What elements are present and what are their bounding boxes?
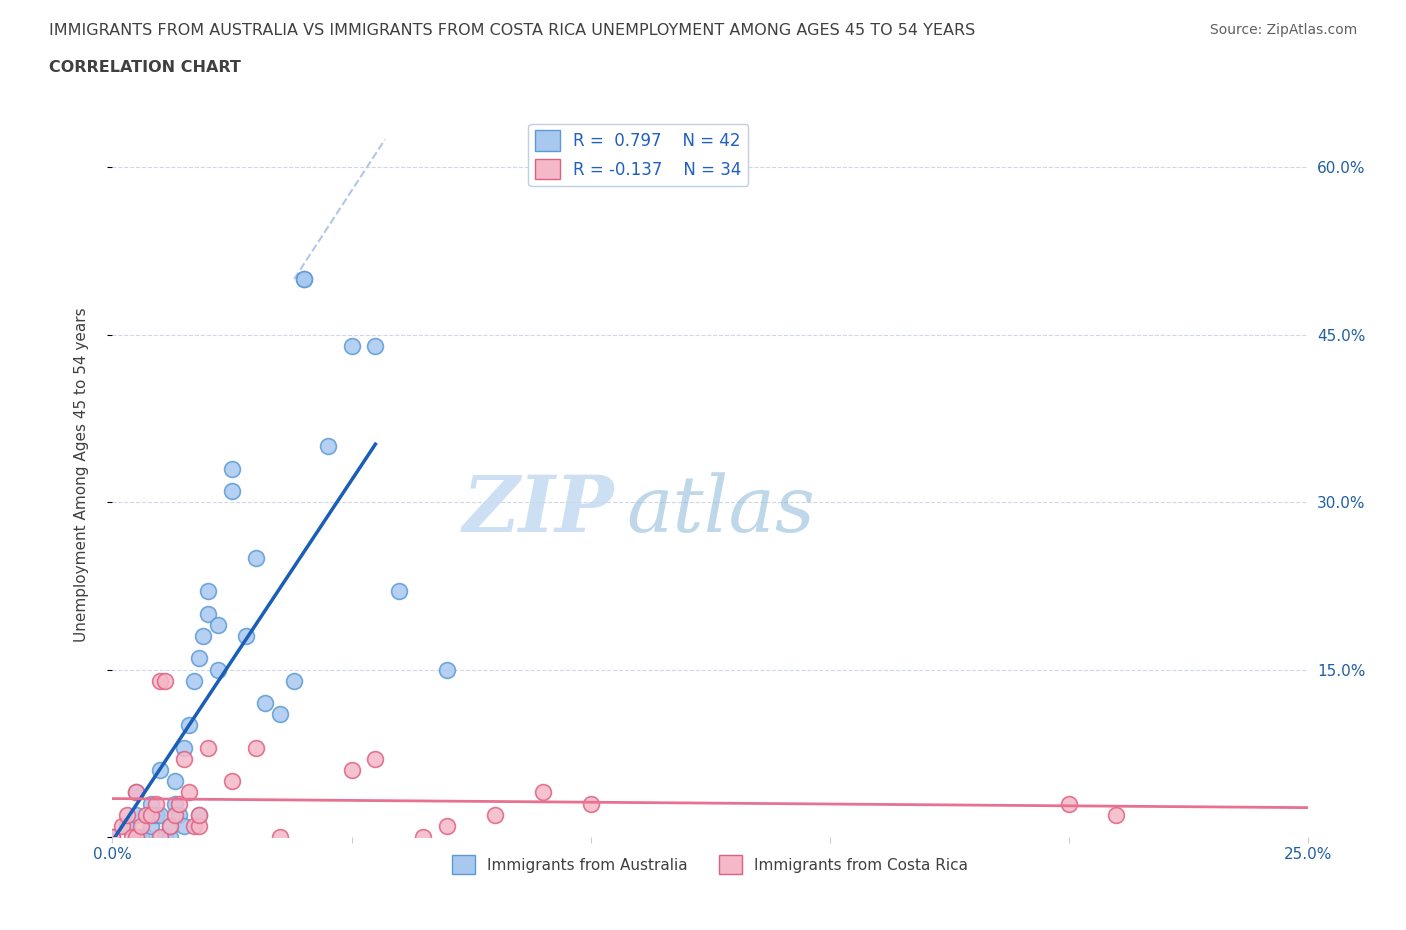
Point [1057, 796, 1080, 811]
Point [159, 818, 181, 833]
Point [207, 618, 229, 632]
Point [1105, 807, 1128, 822]
Point [115, 818, 138, 833]
Point [125, 785, 148, 800]
Point [149, 673, 172, 688]
Point [197, 584, 219, 599]
Point [316, 439, 339, 454]
Point [193, 629, 215, 644]
Point [292, 272, 315, 286]
Point [484, 807, 506, 822]
Point [139, 796, 162, 811]
Text: ZIP: ZIP [463, 472, 614, 549]
Point [135, 830, 157, 844]
Point [101, 830, 124, 844]
Point [139, 818, 162, 833]
Point [183, 818, 205, 833]
Point [111, 818, 134, 833]
Point [163, 796, 186, 811]
Point [187, 818, 209, 833]
Point [340, 763, 363, 777]
Point [163, 807, 186, 822]
Point [197, 740, 219, 755]
Point [292, 272, 315, 286]
Y-axis label: Unemployment Among Ages 45 to 54 years: Unemployment Among Ages 45 to 54 years [75, 307, 89, 642]
Point [145, 807, 167, 822]
Point [125, 807, 148, 822]
Point [436, 818, 458, 833]
Point [187, 807, 209, 822]
Point [177, 785, 200, 800]
Point [145, 796, 167, 811]
Point [254, 696, 277, 711]
Point [187, 807, 209, 822]
Point [221, 484, 243, 498]
Point [235, 629, 257, 644]
Point [187, 651, 209, 666]
Point [125, 830, 148, 844]
Point [149, 763, 172, 777]
Point [364, 751, 387, 766]
Point [153, 830, 176, 844]
Point [183, 673, 205, 688]
Text: IMMIGRANTS FROM AUSTRALIA VS IMMIGRANTS FROM COSTA RICA UNEMPLOYMENT AMONG AGES : IMMIGRANTS FROM AUSTRALIA VS IMMIGRANTS … [49, 23, 976, 38]
Point [149, 807, 172, 822]
Point [207, 662, 229, 677]
Point [269, 707, 291, 722]
Point [159, 830, 181, 844]
Point [436, 662, 458, 677]
Point [221, 461, 243, 476]
Point [340, 339, 363, 353]
Point [159, 818, 181, 833]
Point [177, 718, 200, 733]
Point [129, 818, 152, 833]
Point [149, 830, 172, 844]
Text: CORRELATION CHART: CORRELATION CHART [49, 60, 240, 75]
Point [221, 774, 243, 789]
Point [412, 830, 434, 844]
Point [173, 818, 195, 833]
Point [129, 830, 152, 844]
Point [579, 796, 602, 811]
Point [531, 785, 554, 800]
Point [173, 751, 195, 766]
Point [388, 584, 411, 599]
Point [173, 740, 195, 755]
Point [163, 774, 186, 789]
Point [245, 551, 267, 565]
Point [283, 673, 305, 688]
Point [269, 830, 291, 844]
Point [101, 830, 124, 844]
Text: Source: ZipAtlas.com: Source: ZipAtlas.com [1209, 23, 1357, 37]
Point [121, 830, 143, 844]
Legend: Immigrants from Australia, Immigrants from Costa Rica: Immigrants from Australia, Immigrants fr… [446, 849, 974, 880]
Point [364, 339, 387, 353]
Point [153, 673, 176, 688]
Point [245, 740, 267, 755]
Point [139, 807, 162, 822]
Point [197, 606, 219, 621]
Point [169, 807, 191, 822]
Point [169, 796, 191, 811]
Point [125, 785, 148, 800]
Point [135, 807, 157, 822]
Point [115, 807, 138, 822]
Text: atlas: atlas [627, 472, 815, 549]
